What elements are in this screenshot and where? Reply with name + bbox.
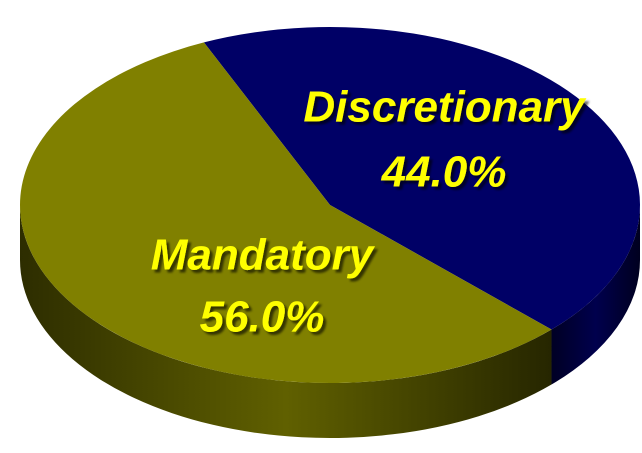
slice-label: Mandatory	[151, 231, 376, 280]
slice-side	[551, 205, 640, 385]
slice-side	[20, 205, 552, 438]
value-label: 56.0%	[200, 293, 325, 342]
value-label: 44.0%	[381, 148, 507, 197]
slice-label: Discretionary	[303, 83, 587, 132]
slice	[203, 27, 640, 330]
slice	[19, 42, 552, 384]
